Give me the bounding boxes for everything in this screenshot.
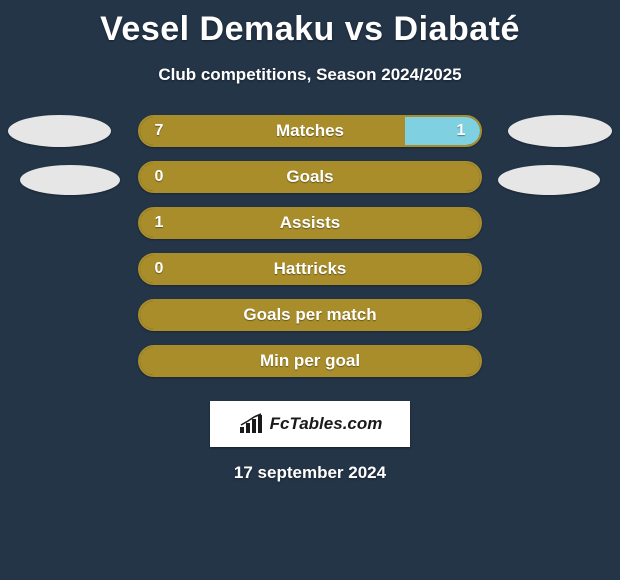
logo-text: FcTables.com: [270, 414, 383, 434]
page-title: Vesel Demaku vs Diabaté: [0, 0, 620, 49]
fctables-logo: FcTables.com: [210, 401, 410, 447]
bar-track: Goals per match: [138, 299, 482, 331]
bar-track: Min per goal: [138, 345, 482, 377]
stat-row: Goals per match: [0, 299, 620, 345]
bar-label: Min per goal: [140, 347, 480, 375]
bar-left-value: 1: [144, 209, 174, 237]
bar-label: Assists: [140, 209, 480, 237]
date-text: 17 september 2024: [0, 463, 620, 483]
bar-label: Goals per match: [140, 301, 480, 329]
bar-label: Matches: [140, 117, 480, 145]
bar-right-value: 1: [446, 117, 476, 145]
stat-row: Assists1: [0, 207, 620, 253]
bar-track: Hattricks0: [138, 253, 482, 285]
subtitle: Club competitions, Season 2024/2025: [0, 65, 620, 85]
comparison-chart: Matches71Goals0Assists1Hattricks0Goals p…: [0, 115, 620, 391]
stat-row: Hattricks0: [0, 253, 620, 299]
bar-label: Goals: [140, 163, 480, 191]
bar-track: Matches7 1: [138, 115, 482, 147]
bar-track: Assists1: [138, 207, 482, 239]
stat-row: Min per goal: [0, 345, 620, 391]
stat-row: Goals0: [0, 161, 620, 207]
logo-chart-icon: [238, 413, 266, 435]
bar-label: Hattricks: [140, 255, 480, 283]
bar-left-value: 0: [144, 255, 174, 283]
stat-row: Matches7 1: [0, 115, 620, 161]
bar-left-value: 0: [144, 163, 174, 191]
bar-track: Goals0: [138, 161, 482, 193]
bar-left-value: 7: [144, 117, 174, 145]
